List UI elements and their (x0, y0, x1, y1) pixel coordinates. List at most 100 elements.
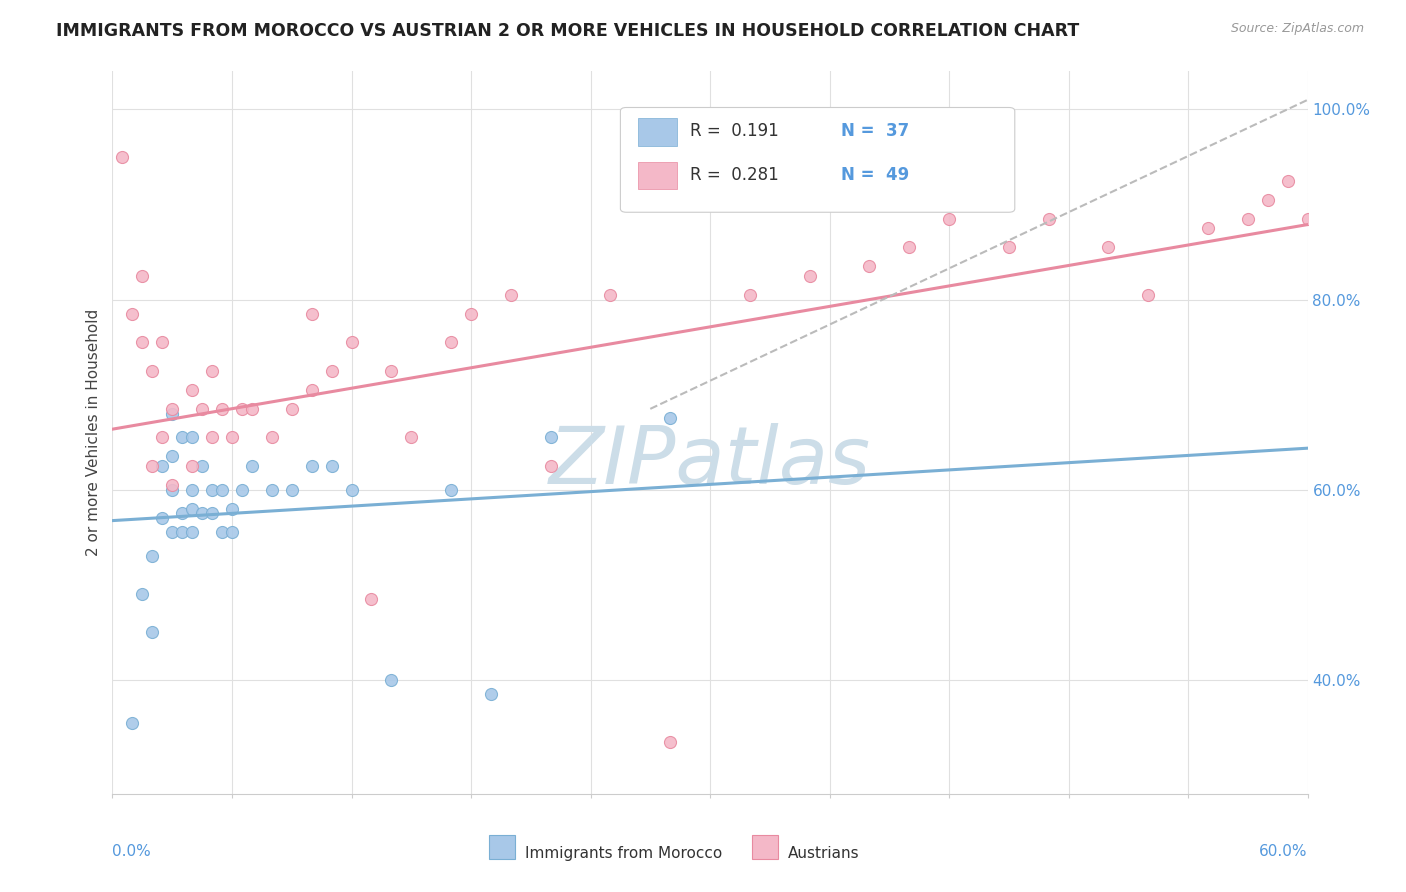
Point (260, 430, 283, 444)
Point (191, 401, 214, 416)
Point (540, 458, 562, 473)
Text: 0.0%: 0.0% (112, 845, 152, 860)
Point (1197, 221, 1219, 235)
Point (321, 458, 343, 473)
Point (380, 673, 402, 687)
Point (401, 430, 423, 444)
Point (221, 501, 243, 516)
Point (181, 525, 204, 540)
Point (301, 458, 323, 473)
Text: 60.0%: 60.0% (1260, 845, 1308, 860)
Point (380, 364, 402, 378)
Text: R =  0.281: R = 0.281 (690, 166, 779, 184)
Point (181, 483, 204, 497)
Point (181, 430, 204, 444)
Point (1296, 211, 1319, 226)
Point (181, 501, 204, 516)
Point (172, 430, 194, 444)
Point (240, 401, 263, 416)
Point (479, 687, 502, 701)
Point (260, 483, 283, 497)
Point (440, 335, 463, 350)
Point (150, 511, 173, 525)
Point (440, 483, 463, 497)
Point (211, 483, 233, 497)
Point (998, 240, 1021, 254)
Point (172, 507, 194, 521)
Point (172, 525, 194, 540)
Text: N =  37: N = 37 (842, 122, 910, 140)
Point (738, 287, 761, 301)
Text: Immigrants from Morocco: Immigrants from Morocco (524, 846, 723, 861)
Point (659, 411, 682, 425)
Point (162, 478, 183, 492)
Text: ZIPatlas: ZIPatlas (548, 423, 872, 500)
FancyBboxPatch shape (489, 835, 515, 859)
Point (231, 483, 253, 497)
Text: R =  0.191: R = 0.191 (690, 122, 779, 140)
Point (191, 507, 214, 521)
Point (938, 211, 960, 226)
Point (201, 364, 224, 378)
Point (221, 430, 243, 444)
Point (360, 592, 382, 607)
Point (181, 458, 204, 473)
Point (162, 407, 183, 421)
Point (858, 259, 880, 273)
Point (659, 734, 682, 748)
FancyBboxPatch shape (638, 119, 676, 145)
Point (150, 335, 173, 350)
Y-axis label: 2 or more Vehicles in Household: 2 or more Vehicles in Household (86, 309, 101, 557)
Point (281, 483, 304, 497)
FancyBboxPatch shape (620, 108, 1015, 212)
Point (191, 458, 214, 473)
Point (221, 525, 243, 540)
Point (340, 335, 363, 350)
Point (231, 401, 253, 416)
Point (240, 458, 263, 473)
Point (150, 458, 173, 473)
Point (162, 450, 183, 464)
Point (150, 430, 173, 444)
Point (499, 287, 522, 301)
Point (599, 287, 621, 301)
Point (162, 525, 183, 540)
Point (1257, 193, 1279, 207)
Point (131, 268, 153, 283)
Point (301, 383, 323, 397)
FancyBboxPatch shape (638, 161, 676, 189)
Point (799, 268, 821, 283)
Point (141, 458, 163, 473)
Point (898, 240, 921, 254)
Text: Austrians: Austrians (787, 846, 859, 861)
Point (201, 507, 224, 521)
Point (1277, 174, 1299, 188)
Point (121, 715, 143, 730)
Point (131, 587, 153, 601)
FancyBboxPatch shape (752, 835, 778, 859)
Point (201, 430, 224, 444)
Text: Source: ZipAtlas.com: Source: ZipAtlas.com (1230, 22, 1364, 36)
Point (181, 383, 204, 397)
Point (201, 483, 224, 497)
Point (1237, 211, 1260, 226)
Point (211, 401, 233, 416)
Text: N =  49: N = 49 (842, 166, 910, 184)
Point (211, 525, 233, 540)
Point (1137, 287, 1160, 301)
Point (301, 307, 323, 321)
Point (460, 307, 482, 321)
Point (141, 364, 163, 378)
Point (121, 307, 143, 321)
Point (1038, 211, 1060, 226)
Point (131, 335, 153, 350)
Point (141, 549, 163, 564)
Point (321, 364, 343, 378)
Point (162, 401, 183, 416)
Point (301, 868, 323, 882)
Point (141, 625, 163, 640)
Point (162, 483, 183, 497)
Point (540, 430, 562, 444)
Point (281, 401, 304, 416)
Point (1097, 240, 1119, 254)
